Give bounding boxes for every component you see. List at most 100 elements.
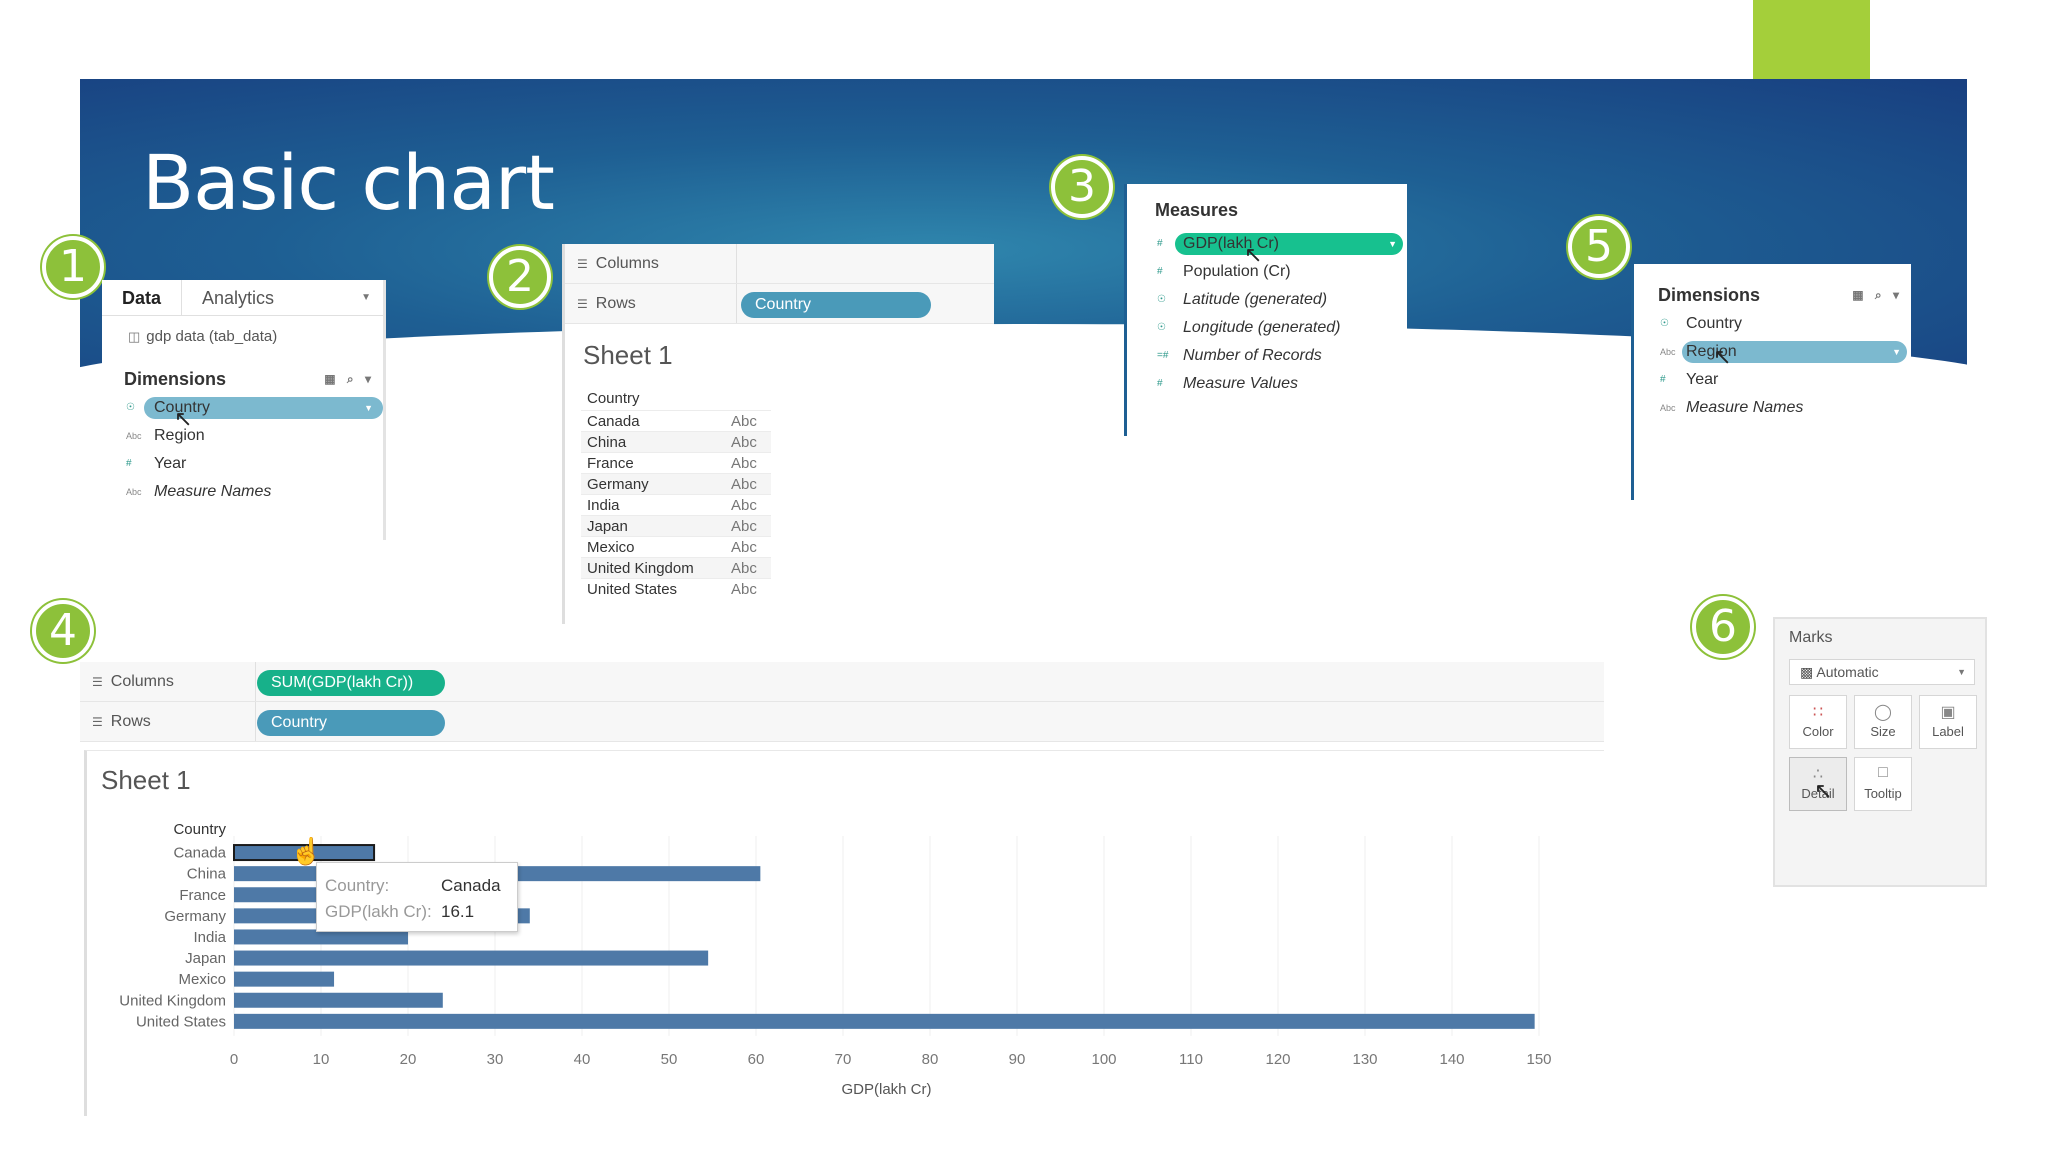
field-population[interactable]: # Population (Cr)	[1127, 258, 1407, 286]
columns-pill-gdp[interactable]: SUM(GDP(lakh Cr))	[257, 670, 445, 696]
table-header: Country	[587, 390, 640, 407]
category-label: Germany	[164, 908, 226, 925]
field-region[interactable]: Abc Region	[102, 422, 383, 450]
step-badge-1: 1	[42, 236, 104, 298]
step-badge-4: 4	[32, 600, 94, 662]
table-row[interactable]: Mexico Abc	[581, 536, 771, 557]
string-type-icon: Abc	[1660, 403, 1676, 413]
slide-title: Basic chart	[142, 138, 555, 227]
table-row[interactable]: France Abc	[581, 452, 771, 473]
field-country[interactable]: ☉ Country ▼	[102, 394, 383, 422]
field-region[interactable]: Abc Region ▼	[1634, 338, 1911, 366]
x-tick-label: 70	[835, 1051, 852, 1068]
rows-drop-area[interactable]: Country	[737, 284, 994, 323]
globe-icon: ☉	[126, 402, 135, 413]
x-tick-label: 140	[1439, 1051, 1464, 1068]
columns-drop-area[interactable]: SUM(GDP(lakh Cr))	[256, 662, 1604, 701]
bar-chart: Country Canada China France Germany India Japa…	[119, 821, 1551, 1098]
chevron-down-icon[interactable]: ▼	[364, 403, 373, 413]
chevron-down-icon[interactable]: ▼	[1892, 347, 1901, 357]
data-source[interactable]: ◫ gdp data (tab_data)	[102, 316, 383, 364]
chevron-down-icon[interactable]: ▼	[1388, 239, 1397, 249]
selection-pill	[1175, 233, 1403, 255]
table-row[interactable]: Canada Abc	[581, 410, 771, 431]
dimensions-header-label: Dimensions	[1658, 284, 1761, 305]
arrow-cursor-icon: ↖	[174, 406, 193, 431]
table-row[interactable]: United Kingdom Abc	[581, 557, 771, 578]
rows-drop-area[interactable]: Country	[256, 702, 1604, 741]
columns-shelf[interactable]: ☰ Columns	[565, 244, 994, 284]
field-label: Number of Records	[1183, 347, 1322, 364]
bar[interactable]	[234, 992, 443, 1008]
marks-card: Marks ▩ Automatic ▼ ∷ Color ◯ Size ▣ Label …	[1773, 617, 1987, 887]
string-type-icon: Abc	[1660, 347, 1676, 357]
columns-shelf[interactable]: ☰ Columns SUM(GDP(lakh Cr))	[80, 662, 1604, 702]
field-year[interactable]: # Year	[1634, 366, 1911, 394]
table-row[interactable]: United States Abc	[581, 578, 771, 599]
table-cell: Canada	[587, 413, 640, 430]
tooltip-row: Country: Canada	[325, 873, 517, 899]
arrow-cursor-icon: ↖	[1713, 344, 1732, 369]
label-button[interactable]: ▣ Label	[1919, 695, 1977, 749]
dimension-tools-icon[interactable]: ▦ ⌕ ▾	[324, 371, 375, 386]
x-tick-label: 40	[574, 1051, 591, 1068]
table-cell: Abc	[731, 497, 757, 514]
rows-shelf[interactable]: ☰ Rows Country	[80, 702, 1604, 742]
field-measure-names[interactable]: Abc Measure Names	[1634, 394, 1911, 422]
bar[interactable]	[234, 929, 408, 945]
table-row[interactable]: Germany Abc	[581, 473, 771, 494]
chart-tooltip: Country: Canada GDP(lakh Cr): 16.1	[316, 862, 518, 932]
chevron-down-icon: ▼	[1957, 667, 1966, 677]
table-cell: Abc	[731, 434, 757, 451]
size-button[interactable]: ◯ Size	[1854, 695, 1912, 749]
table-cell: Japan	[587, 518, 628, 535]
bar[interactable]	[233, 844, 376, 862]
table-cell: Abc	[731, 560, 757, 577]
rows-pill-country[interactable]: Country	[257, 710, 445, 736]
field-country[interactable]: ☉ Country	[1634, 310, 1911, 338]
tab-menu-arrow-icon[interactable]: ▼	[361, 292, 371, 303]
data-pane: Data Analytics ▼ ◫ gdp data (tab_data) Di…	[102, 280, 386, 540]
table-row[interactable]: India Abc	[581, 494, 771, 515]
marks-buttons: ∷ Color ◯ Size ▣ Label ∴ Detail □ Tooltip	[1775, 685, 1985, 811]
detail-button[interactable]: ∴ Detail	[1789, 757, 1847, 811]
bar[interactable]	[234, 950, 709, 966]
selection-pill	[144, 397, 383, 419]
field-measure-values[interactable]: # Measure Values	[1127, 370, 1407, 398]
tab-analytics[interactable]: Analytics	[202, 288, 275, 308]
color-button[interactable]: ∷ Color	[1789, 695, 1847, 749]
field-gdp[interactable]: # GDP(lakh Cr) ▼	[1127, 230, 1407, 258]
columns-drop-area[interactable]	[737, 244, 994, 283]
table-row[interactable]: China Abc	[581, 431, 771, 452]
field-measure-names[interactable]: Abc Measure Names	[102, 478, 383, 506]
tooltip-key: GDP(lakh Cr):	[325, 902, 432, 921]
size-icon: ◯	[1874, 704, 1892, 721]
x-tick-label: 50	[661, 1051, 678, 1068]
color-label: Color	[1802, 724, 1834, 739]
field-number-of-records[interactable]: =# Number of Records	[1127, 342, 1407, 370]
bar[interactable]	[234, 971, 335, 987]
detail-icon: ∴	[1812, 766, 1824, 783]
dimension-tools-icon[interactable]: ▦ ⌕ ▾	[1852, 287, 1903, 302]
globe-icon: ☉	[1157, 322, 1166, 333]
globe-icon: ☉	[1660, 318, 1669, 329]
detail-label: Detail	[1801, 786, 1835, 801]
field-longitude[interactable]: ☉ Longitude (generated)	[1127, 314, 1407, 342]
rows-pill-country[interactable]: Country	[741, 292, 931, 318]
field-year[interactable]: # Year	[102, 450, 383, 478]
field-label: Country	[1686, 315, 1743, 332]
tab-data[interactable]: Data	[102, 280, 183, 315]
field-latitude[interactable]: ☉ Latitude (generated)	[1127, 286, 1407, 314]
columns-icon: ☰	[577, 257, 588, 271]
table-row[interactable]: Japan Abc	[581, 515, 771, 536]
table-cell: India	[587, 497, 620, 514]
x-tick-label: 60	[748, 1051, 765, 1068]
table-cell: China	[587, 434, 627, 451]
selection-pill	[1682, 341, 1907, 363]
bar[interactable]	[234, 1013, 1535, 1029]
tooltip-button[interactable]: □ Tooltip	[1854, 757, 1912, 811]
rows-shelf[interactable]: ☰ Rows Country	[565, 284, 994, 324]
field-label: Measure Names	[154, 483, 272, 500]
mark-type-dropdown[interactable]: ▩ Automatic ▼	[1789, 659, 1975, 685]
columns-shelf-label: ☰ Columns	[565, 244, 737, 283]
